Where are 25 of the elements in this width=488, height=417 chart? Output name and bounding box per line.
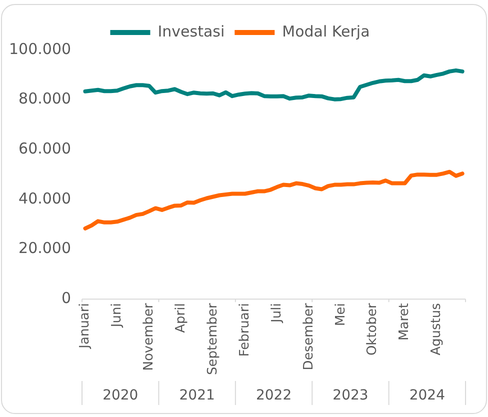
legend-label: Modal Kerja: [282, 22, 370, 40]
x-tick-label: Februari: [237, 303, 252, 357]
x-tick-label: Juli: [269, 303, 284, 324]
x-tick-label: Oktober: [365, 302, 380, 356]
y-tick-label: 100.000: [9, 40, 72, 58]
x-tick-label: Maret: [397, 303, 412, 340]
text: 2022: [256, 388, 292, 404]
y-tick-label: 20.000: [18, 239, 72, 258]
y-tick-label: 0: [61, 289, 72, 308]
x-tick-label: Agustus: [429, 302, 444, 356]
x-tick-label: Mei: [333, 303, 348, 326]
x-tick-label: November: [142, 302, 157, 371]
text: 2021: [179, 388, 215, 404]
text: 2024: [409, 388, 446, 404]
x-tick-label: Juni: [110, 303, 125, 328]
x-tick-label: September: [205, 302, 220, 376]
y-tick-label: 80.000: [18, 90, 72, 108]
text: 2023: [332, 388, 368, 404]
legend-label: Investasi: [158, 22, 225, 40]
x-tick-label: April: [173, 303, 188, 333]
x-tick-label: Desember: [301, 302, 316, 370]
text: 2020: [102, 388, 138, 404]
y-tick-label: 60.000: [18, 140, 72, 158]
x-tick-label: Januari: [78, 303, 93, 350]
y-tick-label: 40.000: [18, 189, 72, 208]
